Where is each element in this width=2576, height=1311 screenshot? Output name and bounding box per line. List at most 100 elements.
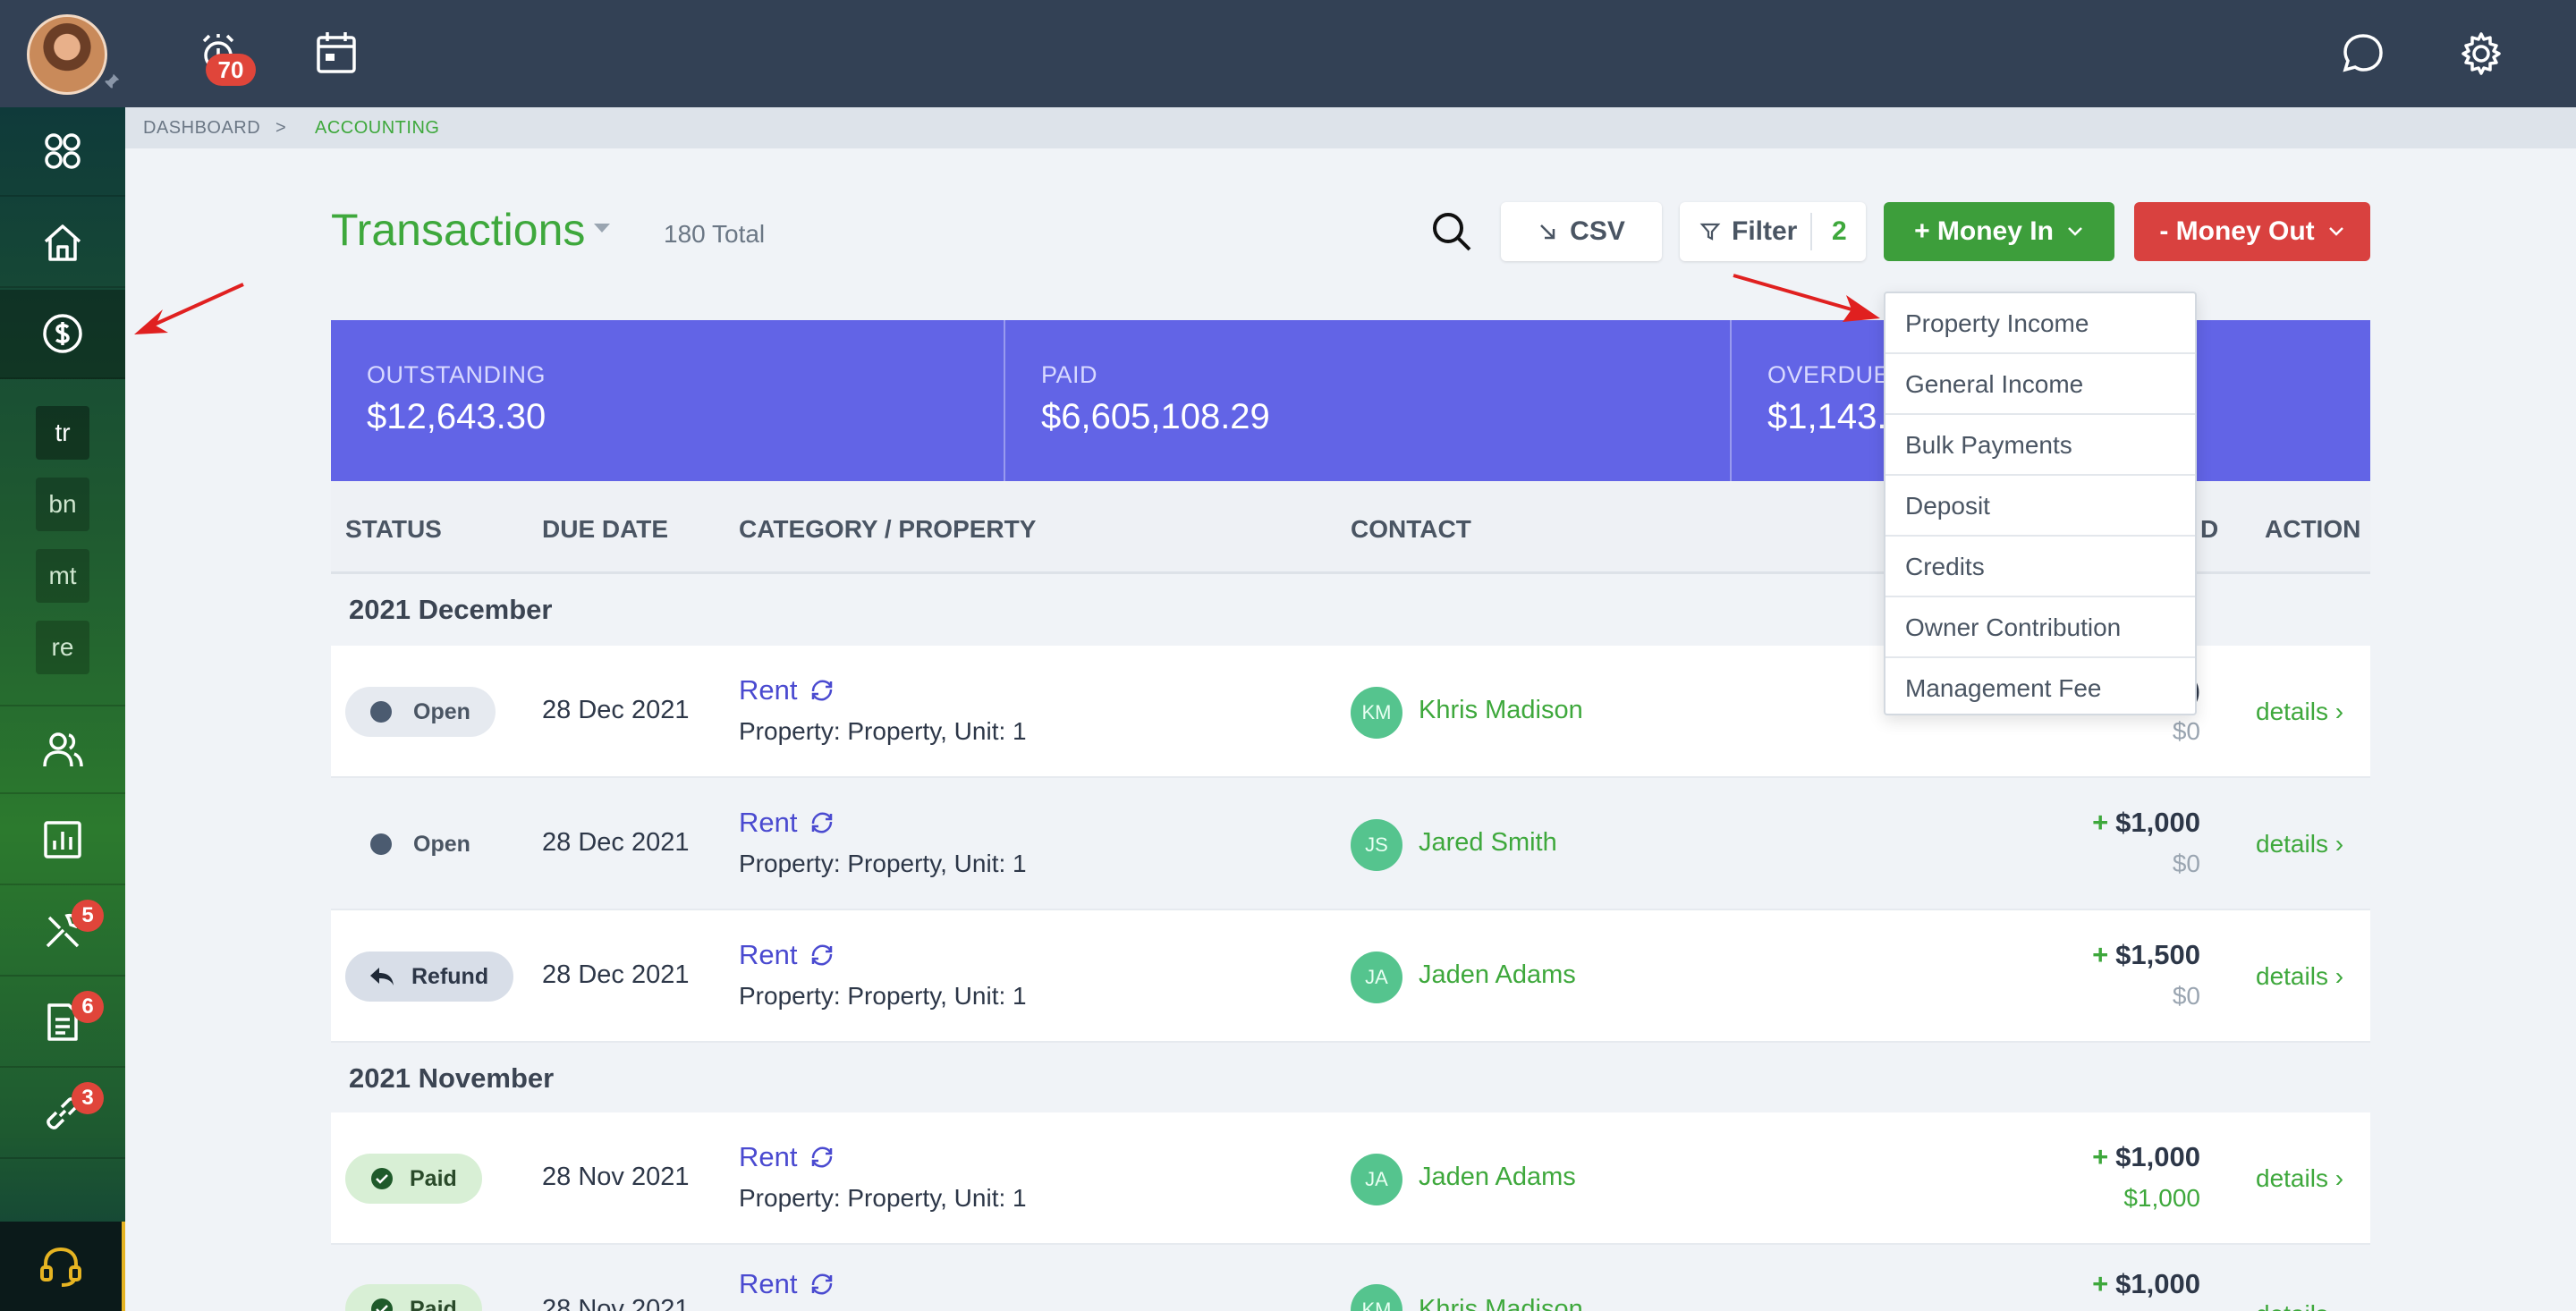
contact-name[interactable]: Jaden Adams bbox=[1419, 960, 1576, 989]
summary-outstanding[interactable]: OUTSTANDING $12,643.30 bbox=[331, 320, 1005, 481]
csv-button[interactable]: CSV bbox=[1501, 202, 1662, 261]
category-label: Rent bbox=[739, 1141, 798, 1172]
menu-item-owner-contribution[interactable]: Owner Contribution bbox=[1885, 597, 2195, 658]
check-circle-icon bbox=[371, 1168, 393, 1189]
menu-item-management-fee[interactable]: Management Fee bbox=[1905, 674, 2102, 702]
sidebar-item-home[interactable] bbox=[0, 199, 125, 288]
annotation-arrow-icon bbox=[1733, 274, 1880, 322]
money-out-label: - Money Out bbox=[2159, 216, 2315, 246]
total-count: 180 Total bbox=[664, 220, 766, 248]
column-amount[interactable]: D bbox=[2200, 515, 2219, 543]
column-due-date[interactable]: DUE DATE bbox=[542, 515, 669, 543]
sidebar-sub-mt[interactable]: mt bbox=[36, 549, 89, 603]
due-date: 28 Dec 2021 bbox=[542, 828, 690, 857]
sidebar-sub-tr[interactable]: tr bbox=[36, 406, 89, 460]
search-icon[interactable] bbox=[1429, 209, 1474, 254]
column-contact[interactable]: CONTACT bbox=[1351, 515, 1471, 543]
title-caret-icon[interactable] bbox=[594, 224, 610, 233]
contact-avatar: JS bbox=[1351, 819, 1402, 871]
table-row[interactable]: Refund 28 Dec 2021 Rent Property: Proper… bbox=[331, 910, 2370, 1043]
gear-icon[interactable] bbox=[2454, 27, 2508, 80]
apps-icon bbox=[45, 133, 80, 169]
filter-button[interactable]: Filter 2 bbox=[1680, 202, 1866, 261]
contact-name[interactable]: Khris Madison bbox=[1419, 696, 1583, 724]
status-label: Open bbox=[413, 698, 470, 724]
details-link[interactable]: details › bbox=[2256, 962, 2344, 990]
documents-icon bbox=[47, 1003, 78, 1041]
sidebar-item-apps[interactable] bbox=[0, 107, 125, 197]
amount-sign: + bbox=[2092, 807, 2109, 838]
contact-avatar: JA bbox=[1351, 1154, 1402, 1205]
sidebar-item-people[interactable] bbox=[0, 705, 125, 794]
status-badge: Open bbox=[345, 687, 496, 737]
recurring-icon bbox=[812, 1273, 833, 1295]
money-in-button[interactable]: + Money In bbox=[1884, 202, 2114, 261]
amount-value: $1,000 bbox=[2115, 1141, 2200, 1172]
amount-sign: + bbox=[2092, 939, 2109, 970]
status-dot-icon bbox=[370, 701, 392, 723]
table-row[interactable]: Paid 28 Nov 2021 Rent KM Khris Madison +… bbox=[331, 1245, 2370, 1311]
category-label: Rent bbox=[739, 939, 798, 970]
contact-name[interactable]: Khris Madison bbox=[1419, 1295, 1583, 1311]
support-button[interactable] bbox=[0, 1222, 125, 1311]
sidebar-item-accounting[interactable] bbox=[0, 290, 125, 379]
category-link[interactable]: Rent bbox=[739, 939, 836, 971]
money-out-button[interactable]: - Money Out bbox=[2134, 202, 2370, 261]
check-circle-icon bbox=[371, 1298, 393, 1311]
property-info: Property: Property, Unit: 1 bbox=[739, 850, 1027, 877]
status-badge: Paid bbox=[345, 1154, 482, 1204]
menu-item-credits[interactable]: Credits bbox=[1885, 537, 2195, 597]
calendar-icon[interactable] bbox=[311, 27, 365, 80]
column-category[interactable]: CATEGORY / PROPERTY bbox=[739, 515, 1037, 543]
summary-overdue[interactable]: OVERDUE $1,143.3 bbox=[1732, 320, 2370, 481]
table-row[interactable]: Paid 28 Nov 2021 Rent Property: Property… bbox=[331, 1112, 2370, 1245]
status-badge: Refund bbox=[345, 952, 514, 1002]
summary-paid[interactable]: PAID $6,605,108.29 bbox=[1005, 320, 1732, 481]
status-label: Open bbox=[413, 831, 470, 857]
avatar[interactable] bbox=[27, 14, 107, 95]
breadcrumb-dashboard[interactable]: DASHBOARD bbox=[143, 118, 261, 138]
sidebar-sub-re[interactable]: re bbox=[36, 621, 89, 674]
contact-name[interactable]: Jaden Adams bbox=[1419, 1163, 1576, 1191]
paid-label: PAID bbox=[1041, 361, 1098, 388]
sidebar-sub-bn[interactable]: bn bbox=[36, 478, 89, 531]
details-link[interactable]: details › bbox=[2256, 830, 2344, 858]
category-link[interactable]: Rent bbox=[739, 807, 836, 839]
recurring-icon bbox=[812, 812, 833, 833]
pin-icon bbox=[102, 72, 122, 97]
details-link[interactable]: details › bbox=[2256, 1300, 2343, 1311]
menu-item-bulk-payments[interactable]: Bulk Payments bbox=[1885, 415, 2195, 476]
sidebar-item-maintenance[interactable] bbox=[0, 887, 125, 977]
details-link[interactable]: details › bbox=[2256, 1164, 2344, 1192]
category-link[interactable]: Rent bbox=[739, 1141, 836, 1173]
sidebar-item-links[interactable] bbox=[0, 1070, 125, 1159]
menu-item-property-income[interactable]: Property Income bbox=[1885, 293, 2195, 354]
contact-name[interactable]: Jared Smith bbox=[1419, 828, 1557, 857]
column-status[interactable]: STATUS bbox=[345, 515, 442, 543]
category-link[interactable]: Rent bbox=[739, 1268, 836, 1300]
table-row[interactable]: Open 28 Dec 2021 Rent Property: Property… bbox=[331, 778, 2370, 910]
filter-divider bbox=[1810, 213, 1812, 250]
amount-sign: + bbox=[2092, 1268, 2109, 1299]
annotation-arrow-icon bbox=[134, 283, 244, 334]
links-badge: 3 bbox=[72, 1082, 104, 1114]
page-title[interactable]: Transactions bbox=[331, 205, 586, 255]
chat-icon[interactable] bbox=[2336, 27, 2390, 80]
notification-badge: 70 bbox=[206, 54, 256, 86]
menu-item-deposit[interactable]: Deposit bbox=[1885, 476, 2195, 537]
sidebar-item-reports[interactable] bbox=[0, 796, 125, 885]
status-label: Paid bbox=[410, 1296, 457, 1311]
status-label: Paid bbox=[410, 1165, 457, 1191]
category-link[interactable]: Rent bbox=[739, 674, 836, 706]
outstanding-label: OUTSTANDING bbox=[367, 361, 546, 388]
details-link[interactable]: details › bbox=[2256, 698, 2344, 725]
status-dot-icon bbox=[370, 833, 392, 855]
amount: + $1,000 bbox=[2092, 1268, 2200, 1300]
accounting-icon bbox=[43, 314, 82, 353]
amount-paid: $0 bbox=[2172, 982, 2200, 1010]
menu-item-general-income[interactable]: General Income bbox=[1885, 354, 2195, 415]
documents-badge: 6 bbox=[72, 991, 104, 1023]
overdue-value: $1,143.3 bbox=[1767, 397, 1907, 436]
sidebar-item-documents[interactable] bbox=[0, 978, 125, 1068]
recurring-icon bbox=[812, 1146, 833, 1168]
